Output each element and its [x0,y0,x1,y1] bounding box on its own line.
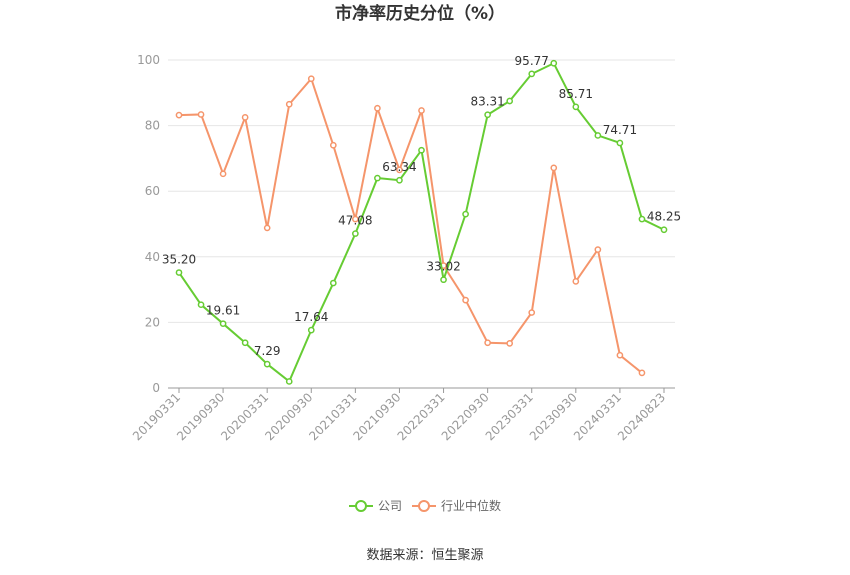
data-label: 35.20 [162,253,196,267]
series-公司: 35.20 19.61 7.29 17.64 47.08 63.34 33.02 83.31 9… [162,54,681,385]
data-point [550,164,558,172]
legend-label: 行业中位数 [441,498,501,513]
data-point [594,132,602,139]
data-point [572,278,580,285]
data-point [374,104,381,112]
data-source: 数据来源：恒生聚源 [366,548,483,563]
data-point [484,111,491,119]
data-label: 17.64 [294,310,328,324]
data-point [219,320,227,328]
data-point [550,59,558,67]
x-tick-label: 20240823 [615,390,668,443]
data-point [462,210,469,218]
data-point [219,170,227,178]
data-label: 48.25 [647,210,681,224]
data-point [616,351,624,359]
data-point [660,226,668,234]
axes: 0204060801002019033120190930202003312020… [130,53,675,443]
data-point [352,230,359,237]
data-point [396,166,403,174]
data-point [285,378,293,385]
data-point [241,339,249,347]
data-point [638,215,646,223]
legend-swatch-marker [355,500,367,512]
data-label: 83.31 [470,95,504,109]
legend-item-行业中位数[interactable]: 行业中位数 [412,498,501,513]
data-point [418,146,425,154]
legend[interactable]: 公司 行业中位数 [349,498,501,513]
y-tick-label: 0 [152,381,160,395]
legend-label: 公司 [378,499,402,513]
y-tick-label: 40 [145,250,160,264]
data-label: 85.71 [559,87,593,101]
data-point [263,224,271,232]
data-point [594,246,602,253]
data-point [307,75,315,83]
grid-lines [168,59,675,323]
data-point [352,215,359,223]
chart-title: 市净率历史分位（%） [335,3,505,24]
series-行业中位数 [175,75,646,377]
data-label: 63.34 [382,160,416,174]
series-line [178,76,643,374]
data-point [307,326,315,334]
data-point [396,176,403,184]
data-point [197,301,205,309]
data-point [374,174,381,182]
data-label: 74.71 [603,123,637,137]
data-point [506,340,514,347]
data-point [484,339,491,347]
data-point [175,111,183,119]
y-tick-label: 20 [145,315,160,329]
y-tick-label: 100 [137,53,160,67]
data-point [506,97,514,105]
y-tick-label: 60 [145,184,160,198]
data-point [263,360,271,368]
data-point [528,70,536,78]
legend-swatch-marker [418,500,430,512]
series-layer: 35.20 19.61 7.29 17.64 47.08 63.34 33.02 83.31 9… [162,54,681,385]
data-point [175,269,183,276]
y-tick-label: 80 [145,119,160,133]
data-label: 95.77 [515,54,549,68]
data-point [329,279,337,287]
data-point [572,103,580,111]
data-point [462,296,469,304]
legend-item-公司[interactable]: 公司 [349,499,402,513]
data-point [528,309,536,316]
data-point [440,276,447,284]
data-point [197,111,205,118]
data-label: 19.61 [206,304,240,318]
data-point [638,369,646,377]
data-label: 47.08 [338,214,372,228]
data-label: 7.29 [254,344,281,358]
data-point [241,114,249,121]
data-point [329,141,337,149]
data-point [616,139,624,147]
data-label: 33.02 [426,260,460,274]
data-point [285,100,293,108]
data-point [418,107,425,114]
